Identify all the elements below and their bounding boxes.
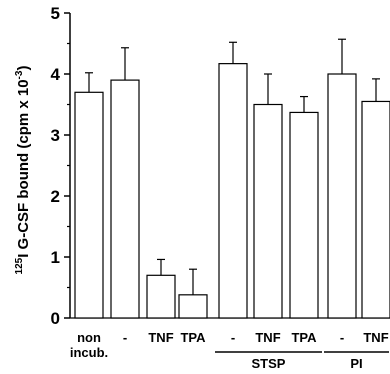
bar — [327, 73, 357, 319]
x-tick-label: TNF — [148, 330, 173, 345]
x-tick-label: TNF — [363, 330, 388, 345]
bar — [74, 91, 104, 319]
x-tick-label: - — [123, 330, 127, 345]
y-tick-label: 1 — [51, 248, 60, 267]
group-label: PI — [350, 356, 362, 371]
x-tick-label: TPA — [291, 330, 317, 345]
bar — [361, 100, 390, 319]
x-tick-label: TPA — [180, 330, 206, 345]
group-label: STSP — [252, 356, 286, 371]
x-tick-label: TNF — [255, 330, 280, 345]
x-tick-label: - — [340, 330, 344, 345]
y-tick-label: 2 — [51, 187, 60, 206]
y-tick-label: 3 — [51, 126, 60, 145]
y-tick-label: 5 — [51, 4, 60, 23]
y-tick-label: 0 — [51, 309, 60, 328]
bar — [218, 63, 248, 319]
y-axis-label: 125I G-CSF bound (cpm x 10-3) — [14, 66, 32, 275]
bar — [289, 111, 319, 319]
x-tick-label-line2: incub. — [70, 345, 108, 360]
y-tick-label: 4 — [51, 65, 61, 84]
bar — [146, 274, 176, 319]
x-tick-label: non — [77, 330, 101, 345]
bar — [178, 294, 208, 319]
x-tick-label: - — [231, 330, 235, 345]
bar — [110, 79, 140, 319]
bar — [253, 103, 283, 319]
